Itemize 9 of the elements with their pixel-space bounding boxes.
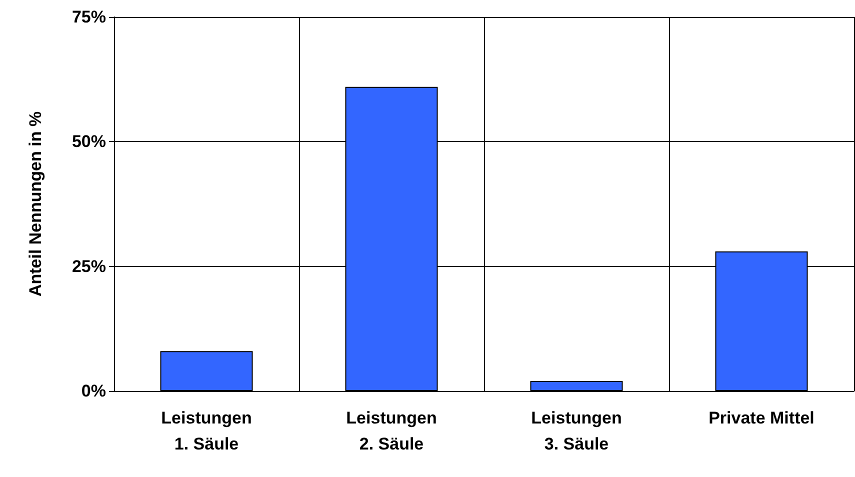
- y-tick-label: 50%: [72, 132, 106, 152]
- x-tick-label: Leistungen 2. Säule: [346, 408, 437, 454]
- y-axis-title: Anteil Nennungen in %: [26, 111, 45, 297]
- x-tick-label: Leistungen 3. Säule: [531, 408, 622, 454]
- y-tick-label: 25%: [72, 256, 106, 276]
- x-tick-label: Private Mittel: [708, 408, 814, 428]
- y-tick-label: 75%: [72, 8, 106, 26]
- y-tick-label: 0%: [81, 382, 106, 400]
- x-tick-label: Leistungen 1. Säule: [161, 408, 252, 454]
